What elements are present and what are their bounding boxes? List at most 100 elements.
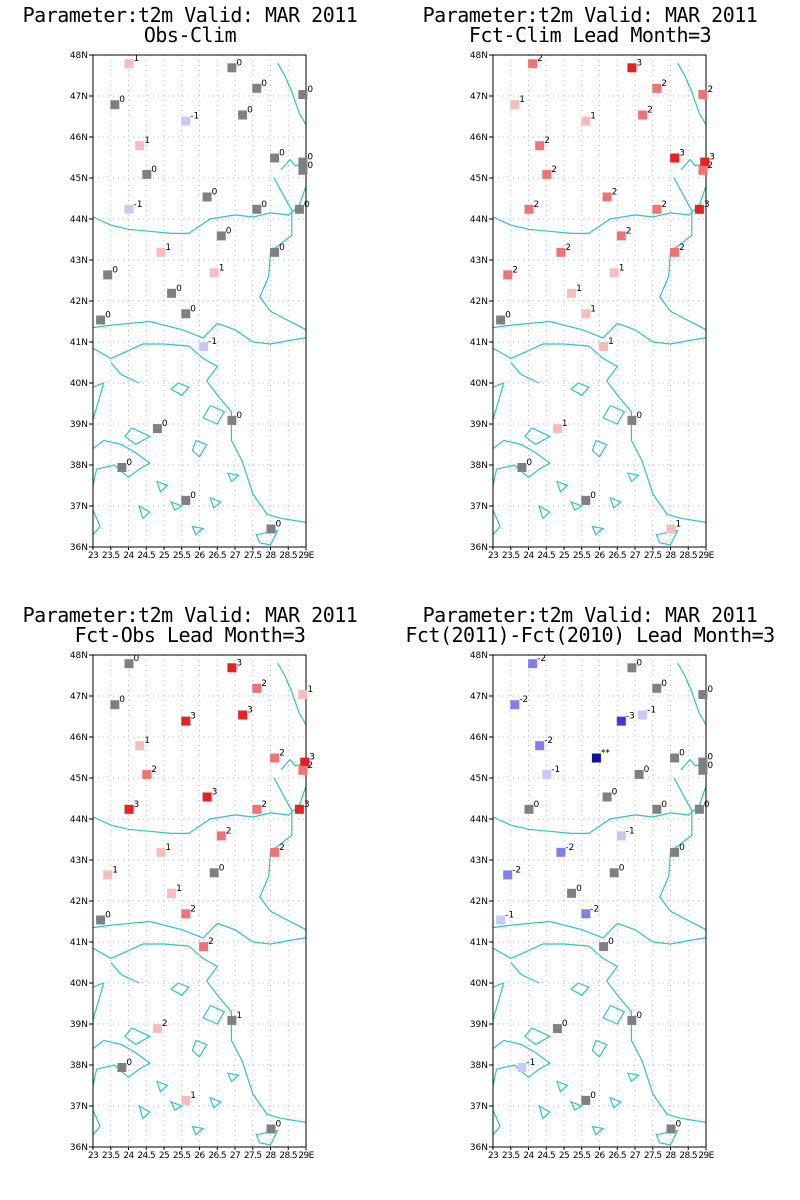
station-value-label: 2 <box>647 106 653 116</box>
station-value-label: 0 <box>636 658 642 668</box>
station-marker <box>142 169 152 179</box>
station-value-label: -2 <box>590 904 599 914</box>
lon-tick-label: 26.5 <box>608 551 626 561</box>
station-marker <box>270 247 280 257</box>
station-value-label: 0 <box>704 800 710 810</box>
lat-tick-label: 41N <box>470 338 488 348</box>
lon-tick-label: 28.5 <box>279 1151 297 1161</box>
lon-tick-label: 26.5 <box>208 1151 226 1161</box>
station-marker <box>135 741 145 751</box>
lat-tick-label: 45N <box>470 174 488 184</box>
station-marker <box>552 1024 562 1034</box>
station-marker <box>181 116 191 126</box>
station-marker <box>670 847 680 857</box>
coastlines <box>92 62 307 546</box>
lon-tick-label: 29E <box>298 551 314 561</box>
station-marker <box>698 165 708 175</box>
station-value-label: 0 <box>590 1091 596 1101</box>
lon-tick-label: 24 <box>523 1151 534 1161</box>
station-value-label: 0 <box>279 243 285 253</box>
station-value-label: 1 <box>590 304 596 314</box>
station-value-label: 2 <box>151 765 157 775</box>
island <box>138 504 151 520</box>
grid-lines <box>92 654 307 1148</box>
lat-tick-label: 41N <box>70 938 88 948</box>
station-value-label: 0 <box>526 458 532 468</box>
station-value-label: 0 <box>534 800 540 810</box>
station-value-label: 0 <box>707 761 713 771</box>
station-marker <box>599 942 609 952</box>
station-value-label: 2 <box>707 161 713 171</box>
station-value-label: 0 <box>636 1011 642 1021</box>
station-value-label: 1 <box>144 136 150 146</box>
station-value-label: 3 <box>309 753 315 763</box>
lon-tick-label: 29E <box>698 1151 714 1161</box>
station-value-label: 0 <box>212 188 218 198</box>
station-value-label: 0 <box>562 1019 568 1029</box>
lat-tick-label: 46N <box>470 133 488 143</box>
station-marker <box>298 165 308 175</box>
station-value-label: 1 <box>619 263 625 273</box>
station-marker <box>535 141 545 151</box>
station-value-label: 0 <box>679 749 685 759</box>
coastline <box>492 786 707 834</box>
station-marker <box>103 870 113 880</box>
lat-tick-label: 40N <box>470 379 488 389</box>
coastline <box>92 186 307 234</box>
station-marker <box>266 524 276 534</box>
lat-tick-label: 46N <box>70 733 88 743</box>
lat-tick-label: 43N <box>470 856 488 866</box>
lat-tick-label: 44N <box>470 215 488 225</box>
island <box>602 404 626 425</box>
coastline <box>110 362 140 384</box>
station-marker <box>294 804 304 814</box>
station-value-label: 0 <box>226 226 232 236</box>
station-marker <box>609 868 619 878</box>
coastline <box>677 662 707 725</box>
station-value-label: 2 <box>208 937 214 947</box>
station-marker <box>602 192 612 202</box>
station-marker <box>209 868 219 878</box>
station-marker <box>199 942 209 952</box>
island <box>538 1104 551 1120</box>
station-value-label: 0 <box>119 695 125 705</box>
lat-tick-label: 48N <box>70 651 88 661</box>
lat-tick-label: 48N <box>470 51 488 61</box>
station-marker <box>670 753 680 763</box>
lon-tick-label: 24.5 <box>137 551 155 561</box>
lon-tick-label: 23.5 <box>502 551 520 561</box>
station-value-label: 2 <box>162 1019 168 1029</box>
station-markers: -2 000-2-1-3-20** 00-1 000 0 0-10-2-2 00-1-200… <box>496 654 713 1134</box>
station-value-label: 2 <box>544 136 550 146</box>
station-marker <box>202 192 212 202</box>
station-value-label: 1 <box>576 284 582 294</box>
coastlines <box>492 62 707 546</box>
coastline <box>92 982 105 1021</box>
station-marker <box>652 804 662 814</box>
island <box>591 439 608 458</box>
station-value-label: 2 <box>261 800 267 810</box>
coastline <box>92 320 307 345</box>
lon-tick-label: 28.5 <box>279 551 297 561</box>
station-marker <box>602 792 612 802</box>
station-marker <box>524 804 534 814</box>
station-marker <box>216 231 226 241</box>
station-value-label: 0 <box>307 85 313 95</box>
map-plot: 36N 37N 38N 39N 40N 41N 42N 43N 44N 45N 46N 47N 48N 2… <box>470 51 715 561</box>
station-marker <box>496 915 506 925</box>
station-marker <box>270 847 280 857</box>
station-marker <box>581 116 591 126</box>
coastline <box>492 1039 551 1086</box>
map-panel-obs-clim: Parameter:t2m Valid: MAR 2011 Obs-Clim 3… <box>0 0 400 600</box>
coastline <box>277 62 307 125</box>
grid-lines <box>492 54 707 548</box>
station-marker <box>227 63 237 73</box>
island <box>626 1072 640 1083</box>
lat-tick-label: 36N <box>470 543 488 553</box>
station-marker <box>556 847 566 857</box>
coastline <box>492 439 551 486</box>
station-value-label: -2 <box>544 736 553 746</box>
island <box>569 1100 584 1111</box>
station-marker <box>616 831 626 841</box>
